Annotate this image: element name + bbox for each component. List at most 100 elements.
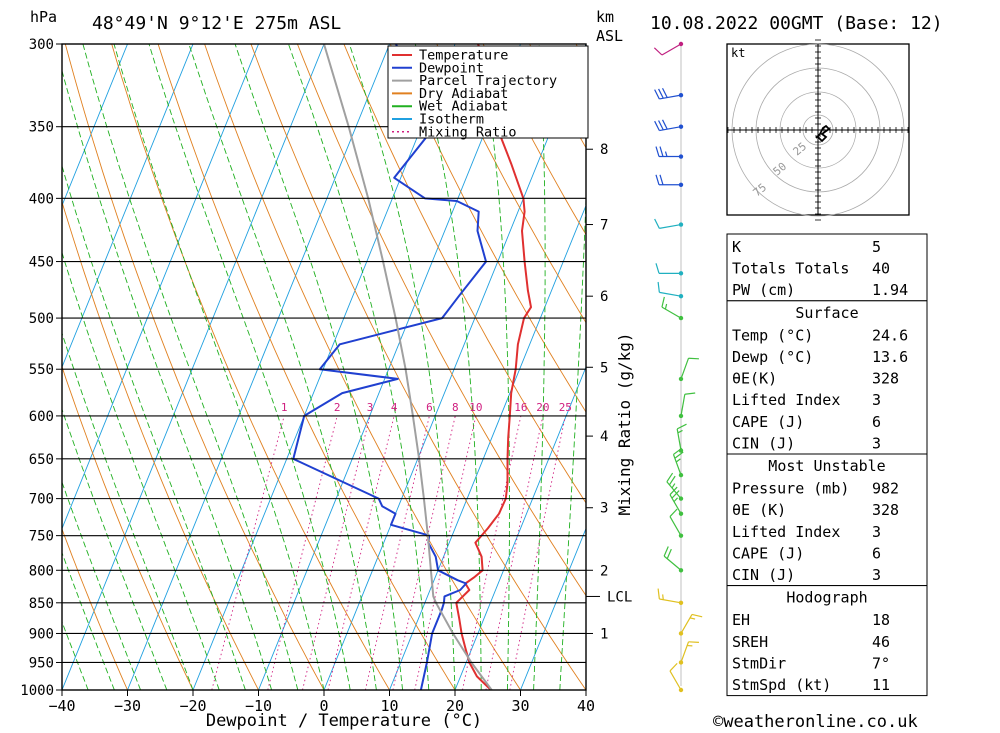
wet-adiabat-line bbox=[234, 44, 404, 690]
wind-barb-flag bbox=[688, 357, 699, 360]
wet-adiabat-line bbox=[414, 44, 482, 690]
mixing-ratio-label: 8 bbox=[452, 401, 459, 414]
temperature-tick-label: −10 bbox=[245, 697, 272, 715]
temperature-tick-label: 40 bbox=[577, 697, 595, 715]
wind-barb bbox=[678, 613, 703, 636]
height-tick-label: 6 bbox=[600, 289, 608, 305]
wind-barb-flag bbox=[661, 87, 668, 98]
wind-barb-flag bbox=[661, 119, 668, 130]
mixing-ratio-label: 16 bbox=[514, 401, 527, 414]
wind-barb bbox=[655, 146, 684, 159]
temperature-tick-label: 30 bbox=[511, 697, 529, 715]
isotherm-line bbox=[62, 44, 194, 369]
wind-barb bbox=[666, 472, 684, 501]
legend-entry-label: Mixing Ratio bbox=[419, 124, 517, 140]
index-label: Totals Totals bbox=[732, 260, 849, 278]
wind-barb-flag bbox=[662, 594, 664, 600]
height-unit-bottom: ASL bbox=[596, 27, 623, 45]
surface-title: Surface bbox=[795, 304, 858, 322]
dry-adiabat-line bbox=[482, 44, 586, 236]
wind-barb bbox=[653, 41, 684, 56]
height-tick-label: 1 bbox=[600, 626, 608, 642]
wind-barb-flag bbox=[677, 429, 683, 434]
surface-box bbox=[726, 300, 928, 455]
mixing-ratio-line bbox=[485, 415, 544, 690]
dry-adiabat-line bbox=[157, 44, 456, 690]
wind-barb-flag bbox=[657, 281, 660, 293]
pressure-tick-label: 950 bbox=[29, 655, 54, 671]
wet-adiabat-line bbox=[62, 480, 142, 690]
legend-entry-label: Dry Adiabat bbox=[419, 86, 508, 102]
legend-entry-label: Parcel Trajectory bbox=[419, 73, 557, 89]
wind-barb-staff bbox=[680, 394, 686, 417]
height-tick-label: 5 bbox=[600, 360, 608, 376]
index-value: 3 bbox=[872, 566, 881, 584]
general-indices-box bbox=[726, 233, 928, 302]
wet-adiabat-line bbox=[62, 331, 194, 690]
index-label: K bbox=[732, 238, 741, 256]
index-label: Temp (°C) bbox=[732, 326, 813, 344]
isotherm-line bbox=[454, 365, 586, 690]
index-label: SREH bbox=[732, 633, 768, 651]
wind-barb bbox=[678, 357, 699, 382]
isotherm-line bbox=[62, 44, 129, 207]
pressure-tick-label: 700 bbox=[29, 492, 54, 508]
wind-barb-flag bbox=[657, 588, 660, 600]
wind-barb-staff bbox=[659, 598, 682, 604]
mixing-ratio-label: 25 bbox=[559, 401, 572, 414]
mixing-ratio-label: 10 bbox=[469, 401, 482, 414]
isobars bbox=[62, 126, 586, 664]
wind-barb-flag bbox=[691, 613, 703, 618]
wet-adiabat-line bbox=[188, 44, 377, 690]
wind-barb-flag bbox=[666, 548, 672, 559]
mixing-ratio-label: 1 bbox=[281, 401, 288, 414]
wind-barb bbox=[654, 119, 684, 132]
wind-barb-flag bbox=[654, 89, 660, 100]
pressure-tick-label: 300 bbox=[29, 37, 54, 53]
index-value: 3 bbox=[872, 434, 881, 452]
plot-series bbox=[292, 44, 532, 690]
index-label: Lifted Index bbox=[732, 391, 840, 409]
wind-barb-flag bbox=[666, 472, 674, 483]
mixing-ratio-label: 4 bbox=[391, 401, 398, 414]
wind-barb-flag bbox=[654, 218, 660, 229]
height-tick-label: 3 bbox=[600, 501, 608, 517]
index-value: 3 bbox=[872, 523, 881, 541]
pressure-tick-label: 500 bbox=[29, 311, 54, 327]
mixing-ratio-line bbox=[392, 415, 456, 690]
wind-barb-staff bbox=[661, 43, 682, 56]
pressure-tick-label: 750 bbox=[29, 529, 54, 545]
pressure-tick-label: 650 bbox=[29, 452, 54, 468]
legend-entry-label: Dewpoint bbox=[419, 60, 484, 76]
lcl-label: LCL bbox=[607, 589, 632, 605]
pressure-tick-label: 850 bbox=[29, 596, 54, 612]
wind-barb-flag bbox=[671, 490, 680, 499]
parcel-trajectory-line bbox=[323, 44, 493, 690]
index-label: Pressure (mb) bbox=[732, 480, 849, 498]
wind-barb bbox=[661, 296, 684, 321]
wind-barb-flag bbox=[661, 296, 665, 308]
index-label: PW (cm) bbox=[732, 281, 795, 299]
index-value: 13.6 bbox=[872, 348, 908, 366]
pressure-tick-label: 800 bbox=[29, 563, 54, 579]
index-value: 11 bbox=[872, 676, 890, 694]
dry-adiabat-line bbox=[111, 44, 390, 690]
dry-adiabat-line bbox=[389, 44, 586, 413]
wind-barb-staff bbox=[669, 516, 682, 536]
pressure-tick-label: 550 bbox=[29, 362, 54, 378]
index-value: 982 bbox=[872, 480, 899, 498]
location-label: 48°49'N 9°12'E 275m ASL bbox=[92, 13, 341, 34]
wind-barb-flag bbox=[669, 486, 678, 496]
dry-adiabat-line bbox=[343, 44, 586, 504]
height-tick-label: 4 bbox=[600, 429, 608, 445]
wind-barb-flag bbox=[658, 120, 664, 131]
index-value: 3 bbox=[872, 391, 881, 409]
dry-adiabat-line bbox=[64, 44, 325, 690]
pressure-tick-label: 450 bbox=[29, 255, 54, 271]
wind-barb-flag bbox=[655, 146, 660, 157]
wind-barb bbox=[678, 641, 699, 665]
wind-barb-flag bbox=[671, 483, 676, 489]
wet-adiabat-line bbox=[82, 44, 299, 690]
wind-barb-flag bbox=[684, 392, 696, 395]
